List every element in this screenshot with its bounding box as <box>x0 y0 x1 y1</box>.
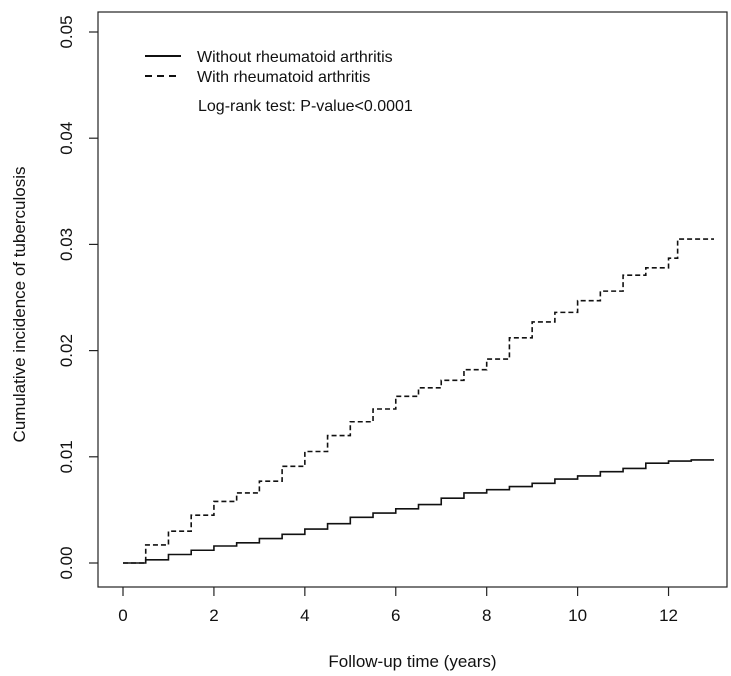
legend: Without rheumatoid arthritis With rheumat… <box>145 49 393 86</box>
x-tick-label: 0 <box>118 606 127 625</box>
x-tick-label: 4 <box>300 606 309 625</box>
y-tick-label: 0.03 <box>57 228 76 261</box>
series-layer <box>123 238 714 564</box>
plot-frame <box>97 11 728 588</box>
y-tick-label: 0.02 <box>57 334 76 367</box>
y-tick-label: 0.00 <box>57 546 76 579</box>
series-with-ra-line <box>123 238 714 564</box>
x-tick-label: 12 <box>659 606 678 625</box>
x-tick-label: 6 <box>391 606 400 625</box>
log-rank-annotation: Log-rank test: P-value<0.0001 <box>198 98 413 115</box>
legend-label: With rheumatoid arthritis <box>197 69 370 86</box>
plot-border <box>97 11 728 588</box>
series-without-ra-line <box>123 459 714 564</box>
legend-label: Without rheumatoid arthritis <box>197 49 393 66</box>
y-axis: 0.00 0.01 0.02 0.03 0.04 0.05 <box>57 15 98 580</box>
y-tick-label: 0.04 <box>57 122 76 155</box>
x-tick-label: 10 <box>568 606 587 625</box>
y-axis-label: Cumulative incidence of tuberculosis <box>10 167 29 443</box>
y-tick-label: 0.05 <box>57 15 76 48</box>
x-axis: 0 2 4 6 8 10 12 <box>118 587 678 625</box>
y-tick-label: 0.01 <box>57 440 76 473</box>
x-tick-label: 2 <box>209 606 218 625</box>
x-axis-label: Follow-up time (years) <box>328 652 496 671</box>
x-tick-label: 8 <box>482 606 491 625</box>
